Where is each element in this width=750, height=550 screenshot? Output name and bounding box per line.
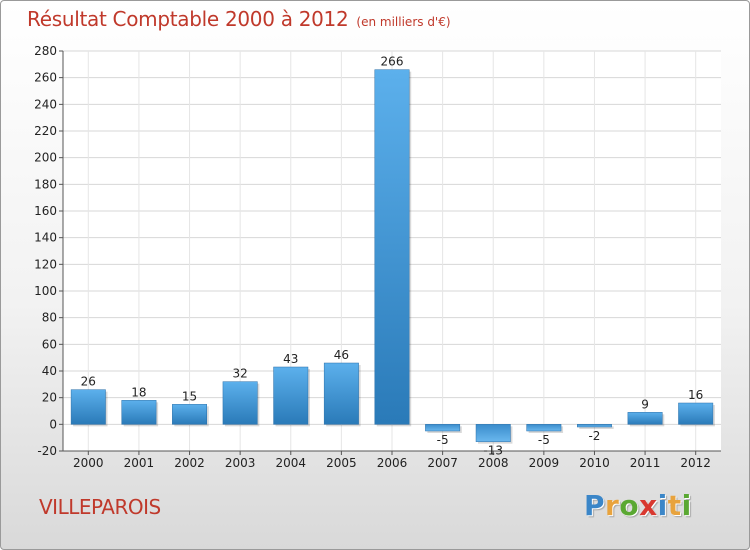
logo-letter: t <box>667 489 682 522</box>
data-label-2007: -5 <box>437 433 449 447</box>
data-label-2012: 16 <box>688 388 703 402</box>
data-label-2011: 9 <box>641 397 649 411</box>
x-tick-label: 2001 <box>124 456 155 470</box>
bar-2010 <box>577 424 612 428</box>
y-tick-label: 20 <box>42 391 57 405</box>
bar-2012 <box>678 402 714 425</box>
bar-2009 <box>526 424 562 432</box>
y-tick-label: 120 <box>34 257 57 271</box>
logo-letter: r <box>605 489 620 522</box>
x-tick-label: 2012 <box>680 456 711 470</box>
logo-letter: i <box>681 489 692 522</box>
data-label-2010: -2 <box>588 429 600 443</box>
x-tick-label: 2010 <box>579 456 610 470</box>
data-label-2006: 266 <box>381 55 404 69</box>
bar-shadow <box>579 426 614 429</box>
data-label-2000: 26 <box>81 375 96 389</box>
x-tick-label: 2002 <box>174 456 205 470</box>
data-label-2004: 43 <box>283 352 298 366</box>
y-tick-label: 160 <box>34 204 57 218</box>
bar-2007 <box>425 424 461 432</box>
data-label-2001: 18 <box>131 385 146 399</box>
axes: -20 0 20 40 60 80 100 120 140 160 180 200 220 240 260 2… <box>34 44 721 470</box>
x-tick-label: 2006 <box>377 456 408 470</box>
data-label-2003: 32 <box>233 367 248 381</box>
y-tick-label: 200 <box>34 151 57 165</box>
data-label-2008: -13 <box>483 444 503 458</box>
logo-letter: o <box>619 489 640 522</box>
logo-letter: i <box>657 489 668 522</box>
x-tick-label: 2009 <box>529 456 560 470</box>
bar-2004 <box>273 366 309 425</box>
bar-2002 <box>172 404 207 425</box>
data-label-2005: 46 <box>334 348 349 362</box>
x-tick-label: 2008 <box>478 456 509 470</box>
x-tick-label: 2003 <box>225 456 256 470</box>
y-tick-label: 60 <box>42 337 57 351</box>
y-tick-label: 80 <box>42 311 57 325</box>
data-label-2009: -5 <box>538 433 550 447</box>
bar-2008 <box>475 424 511 442</box>
logo-letter: x <box>639 489 658 522</box>
y-tick-label: 100 <box>34 284 57 298</box>
y-tick-label: 40 <box>42 364 57 378</box>
y-tick-label: 140 <box>34 231 57 245</box>
y-tick-label: -20 <box>37 444 57 458</box>
x-tick-label: 2007 <box>427 456 458 470</box>
bar-2000 <box>70 389 106 425</box>
data-labels: 26 18 15 32 43 46 266 -5 -13 -5 -2 9 16 <box>81 55 704 458</box>
data-label-2002: 15 <box>182 389 197 403</box>
location-name: VILLEPAROIS <box>39 495 161 519</box>
y-tick-label: 280 <box>34 44 57 58</box>
y-tick-label: 240 <box>34 97 57 111</box>
x-tick-label: 2005 <box>326 456 357 470</box>
bars <box>70 69 715 444</box>
x-tick-label: 2000 <box>73 456 104 470</box>
y-tick-label: 180 <box>34 177 57 191</box>
bar-2001 <box>121 400 157 425</box>
x-tick-label: 2004 <box>275 456 306 470</box>
bar-2011 <box>627 412 663 425</box>
y-tick-label: 260 <box>34 71 57 85</box>
bar-2003 <box>222 381 258 425</box>
bar-2005 <box>323 362 359 425</box>
chart-title-text: Résultat Comptable 2000 à 2012 <box>27 7 349 31</box>
x-tick-label: 2011 <box>630 456 661 470</box>
y-tick-label: 220 <box>34 124 57 138</box>
chart-unit-label: (en milliers d'€) <box>356 15 451 29</box>
proxiti-logo: Proxiti <box>584 489 692 522</box>
logo-letter: P <box>584 489 606 522</box>
chart-title: Résultat Comptable 2000 à 2012 (en millie… <box>27 7 451 31</box>
bar-2006 <box>374 69 410 425</box>
y-tick-label: 0 <box>49 417 57 431</box>
